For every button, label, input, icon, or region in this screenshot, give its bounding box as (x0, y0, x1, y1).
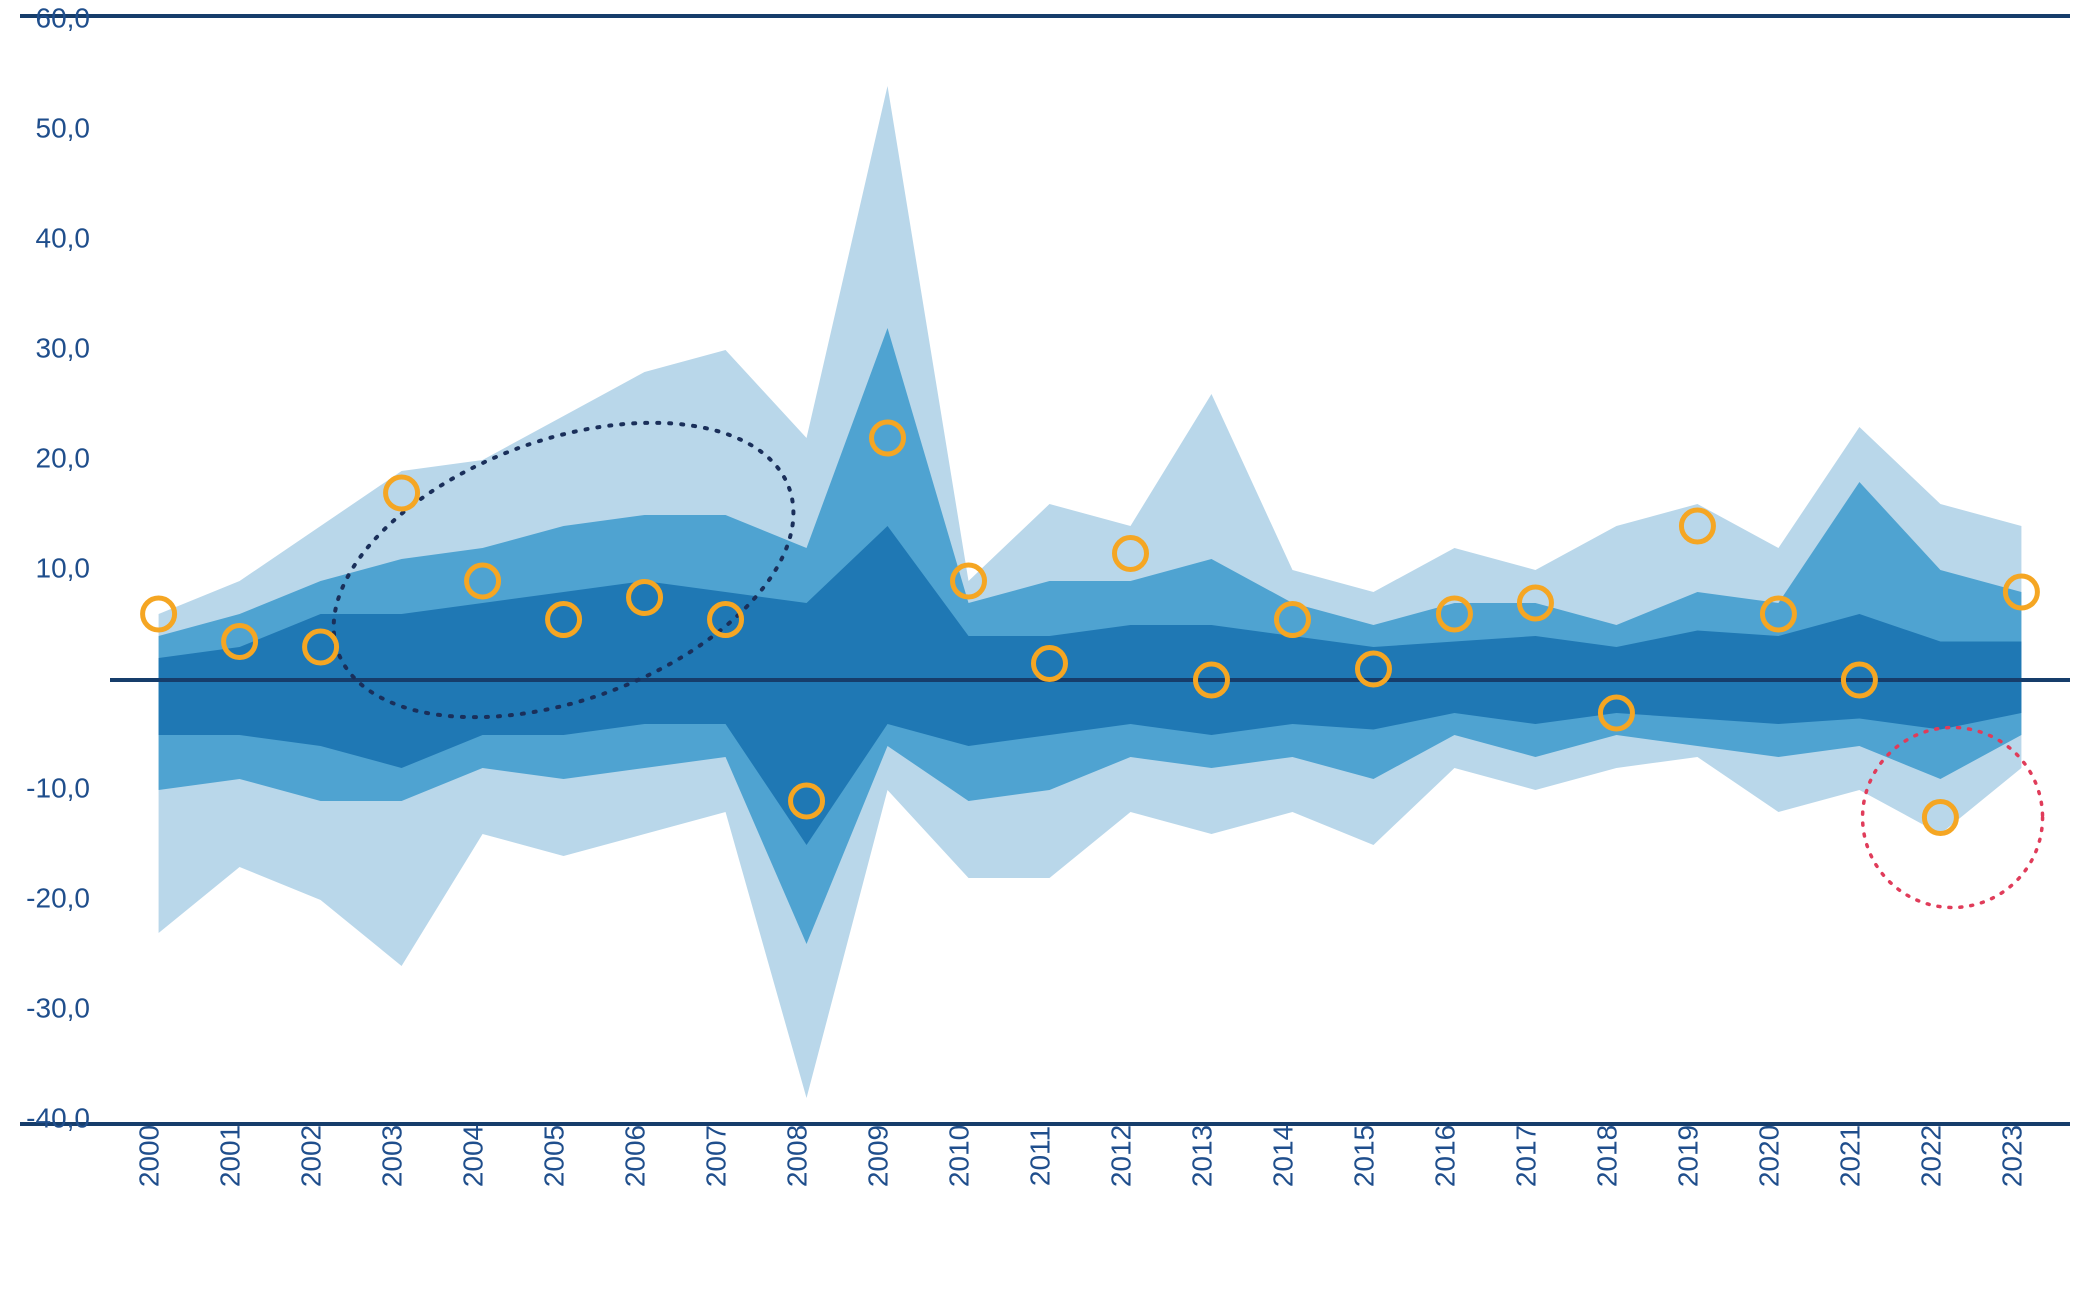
x-tick-label: 2018 (1591, 1125, 1622, 1187)
x-tick-label: 2011 (1025, 1126, 1056, 1186)
x-tick-label: 2015 (1348, 1125, 1379, 1187)
y-tick-label: -20,0 (26, 882, 90, 913)
y-tick-label: -30,0 (26, 992, 90, 1023)
x-tick-label: 2009 (863, 1125, 894, 1187)
x-tick-label: 2020 (1753, 1125, 1784, 1187)
x-tick-label: 2021 (1834, 1125, 1865, 1187)
x-tick-label: 2022 (1915, 1125, 1946, 1187)
x-tick-label: 2000 (134, 1125, 165, 1187)
x-tick-label: 2012 (1105, 1125, 1136, 1187)
x-tick-label: 2004 (458, 1125, 489, 1187)
y-tick-label: 20,0 (36, 442, 91, 473)
x-tick-label: 2003 (377, 1125, 408, 1187)
y-tick-label: -40,0 (26, 1102, 90, 1133)
x-tick-label: 2016 (1429, 1125, 1460, 1187)
x-tick-label: 2002 (296, 1125, 327, 1187)
x-tick-label: 2001 (215, 1125, 246, 1187)
y-tick-label: 10,0 (36, 552, 91, 583)
x-tick-label: 2023 (1996, 1125, 2027, 1187)
x-tick-label: 2014 (1267, 1125, 1298, 1187)
chart-svg: 60,0 50,0 40,0 30,0 20,0 10,0 -10,0 -20,0 -30,0 -… (0, 0, 2088, 1312)
x-tick-label: 2017 (1510, 1125, 1541, 1187)
y-tick-label: 40,0 (36, 222, 91, 253)
y-tick-label: 30,0 (36, 332, 91, 363)
y-tick-label: -10,0 (26, 772, 90, 803)
x-tick-label: 2007 (701, 1125, 732, 1187)
x-tick-label: 2010 (944, 1125, 975, 1187)
chart-container: 60,0 50,0 40,0 30,0 20,0 10,0 -10,0 -20,0 -30,0 -… (0, 0, 2088, 1312)
x-tick-label: 2019 (1672, 1125, 1703, 1187)
x-tick-label: 2013 (1186, 1125, 1217, 1187)
x-tick-label: 2008 (782, 1125, 813, 1187)
x-tick-label: 2005 (539, 1125, 570, 1187)
y-tick-label: 50,0 (36, 112, 91, 143)
y-tick-label: 60,0 (36, 2, 91, 33)
x-tick-label: 2006 (620, 1125, 651, 1187)
